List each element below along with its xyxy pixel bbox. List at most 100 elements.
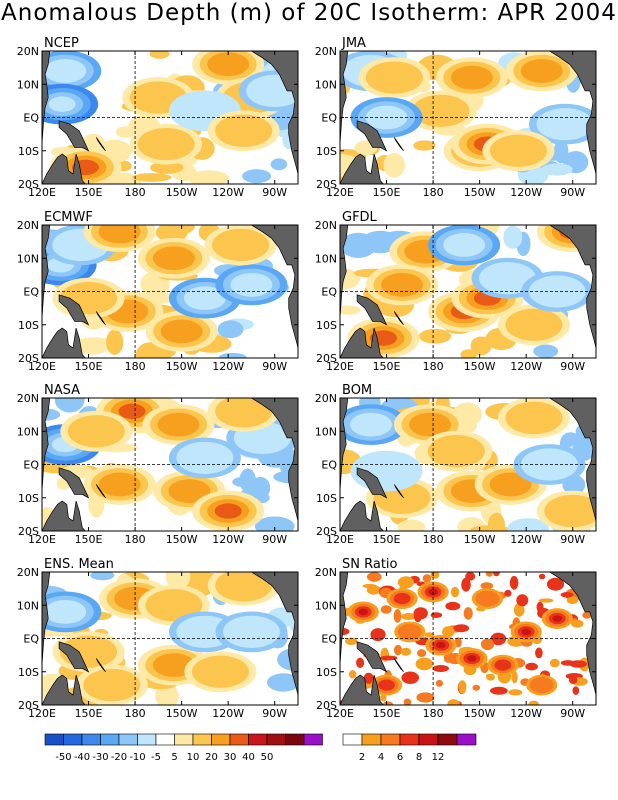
- field-blob: [424, 632, 435, 638]
- land: [548, 572, 596, 696]
- x-tick-label: 120W: [212, 186, 244, 199]
- colorbar-label: 20: [205, 752, 218, 763]
- panel-gfdl: 120E 150E 180 150W 120W 90W 20N 10N EQ 10S 20S GFDL: [315, 210, 597, 373]
- field-blob: [345, 637, 358, 645]
- colorbar-label: 12: [432, 752, 445, 763]
- land: [95, 658, 106, 673]
- field-blob: [504, 589, 512, 597]
- panel-title: ENS. Mean: [44, 557, 114, 572]
- field-blob: [379, 655, 398, 661]
- panel-sn-ratio: 120E 150E 180 150W 120W 90W 20N 10N EQ 10S 20S SN R…: [315, 557, 597, 720]
- anomaly-cell: [505, 308, 563, 341]
- panel-jma: 120E 150E 180 150W 120W 90W 20N 10N EQ 10S 20S JMA: [315, 36, 597, 199]
- anomaly-cell: [44, 600, 87, 624]
- field-blob: [546, 577, 565, 591]
- land: [58, 120, 90, 152]
- x-tick-label: 150E: [373, 533, 401, 546]
- x-tick-label: 120E: [326, 186, 354, 199]
- field-blob: [508, 689, 523, 696]
- sn-cell: [529, 677, 554, 694]
- x-tick-label: 90W: [560, 533, 585, 546]
- panel-ecmwf: 120E 150E 180 150W 120W 90W 20N 10N EQ 10S 20S ECMW…: [17, 210, 299, 373]
- field-blob: [432, 665, 449, 672]
- y-tick-label: 20N: [315, 219, 337, 232]
- land: [356, 120, 388, 152]
- anomaly-cell: [489, 134, 547, 167]
- field-blob: [549, 658, 560, 668]
- land: [250, 572, 298, 696]
- land: [95, 311, 106, 326]
- field-blob: [106, 329, 124, 355]
- colorbar-label: 40: [242, 752, 255, 763]
- anomaly-cell: [48, 96, 76, 112]
- y-tick-label: EQ: [23, 112, 39, 125]
- land: [42, 572, 51, 666]
- land: [340, 572, 349, 666]
- field-blob: [362, 583, 377, 589]
- land: [340, 674, 384, 705]
- panel-title: BOM: [342, 383, 372, 398]
- x-tick-label: 120W: [510, 186, 542, 199]
- field: [340, 51, 596, 184]
- field-blob: [400, 647, 412, 656]
- y-tick-label: EQ: [321, 112, 337, 125]
- field-blob: [582, 611, 592, 619]
- field: [42, 51, 298, 184]
- anomaly-cell: [215, 114, 273, 147]
- land: [250, 51, 298, 175]
- field-blob: [485, 673, 495, 678]
- field-blob: [54, 398, 85, 413]
- colorbar-swatch: [229, 733, 249, 746]
- field-blob: [465, 572, 476, 581]
- panel-title: SN Ratio: [342, 557, 398, 572]
- colorbar-swatch: [137, 733, 157, 746]
- y-tick-label: 20N: [17, 45, 39, 58]
- anomaly-cell: [168, 479, 211, 503]
- field-blob: [418, 328, 452, 344]
- land: [42, 327, 86, 358]
- x-tick-label: 120W: [212, 533, 244, 546]
- y-tick-label: 10S: [18, 492, 39, 505]
- colorbar-label: 2: [359, 752, 365, 763]
- field-blob: [560, 592, 574, 598]
- field-blob: [380, 605, 392, 614]
- sn-cell: [521, 628, 531, 636]
- field-blob: [492, 572, 500, 577]
- y-tick-label: 20S: [18, 699, 39, 712]
- y-tick-label: 10N: [315, 78, 337, 91]
- field-blob: [400, 613, 417, 620]
- x-tick-label: 120W: [212, 707, 244, 720]
- y-tick-label: 20N: [315, 45, 337, 58]
- sn-cell: [467, 655, 477, 662]
- y-tick-label: 10S: [316, 145, 337, 158]
- field-blob: [413, 607, 428, 620]
- field-blob: [453, 624, 470, 633]
- panel-nasa: 120E 150E 180 150W 120W 90W 20N 10N EQ 10S 20S NASA: [17, 383, 299, 546]
- field-blob: [490, 686, 508, 695]
- y-tick-label: 20S: [316, 699, 337, 712]
- land: [340, 153, 384, 184]
- colorbar-label: 10: [187, 752, 200, 763]
- field-blob: [513, 603, 525, 617]
- anomaly-cell: [98, 225, 141, 244]
- land: [548, 51, 596, 175]
- page-title: Anomalous Depth (m) of 20C Isotherm: APR…: [1, 0, 617, 26]
- y-tick-label: 10S: [18, 145, 39, 158]
- field-blob: [435, 679, 443, 687]
- field-blob: [393, 609, 402, 623]
- anomaly-cell: [176, 441, 234, 474]
- x-tick-label: 90W: [262, 707, 287, 720]
- anomaly-cell: [450, 65, 493, 90]
- y-tick-label: 20S: [18, 178, 39, 191]
- colorbar-swatch: [285, 733, 305, 746]
- field-blob: [566, 596, 579, 604]
- field-blob: [538, 573, 546, 580]
- y-tick-label: 10N: [17, 425, 39, 438]
- field-blob: [541, 163, 573, 176]
- x-tick-label: 120E: [28, 186, 56, 199]
- y-tick-label: EQ: [23, 633, 39, 646]
- field: [340, 225, 596, 358]
- land: [393, 484, 404, 499]
- field-blob: [572, 686, 580, 695]
- land: [42, 225, 51, 319]
